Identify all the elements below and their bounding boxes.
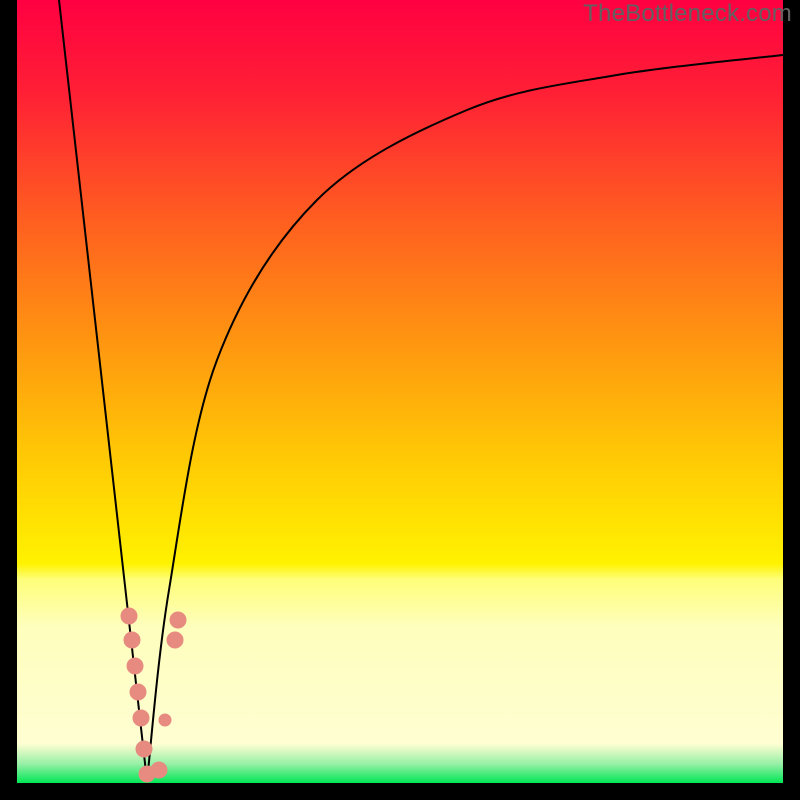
border-bottom bbox=[0, 783, 800, 800]
border-right bbox=[783, 0, 800, 800]
data-marker bbox=[151, 762, 167, 778]
data-marker bbox=[130, 684, 146, 700]
watermark-text: TheBottleneck.com bbox=[583, 0, 792, 28]
chart-stage: TheBottleneck.com bbox=[0, 0, 800, 800]
plot-area bbox=[17, 0, 783, 783]
data-marker bbox=[133, 710, 149, 726]
data-marker bbox=[121, 608, 137, 624]
data-marker bbox=[124, 632, 140, 648]
plot-svg bbox=[17, 0, 783, 783]
data-marker bbox=[127, 658, 143, 674]
border-left bbox=[0, 0, 17, 800]
data-marker bbox=[159, 714, 171, 726]
data-marker bbox=[136, 741, 152, 757]
data-marker bbox=[170, 612, 186, 628]
data-marker bbox=[167, 632, 183, 648]
